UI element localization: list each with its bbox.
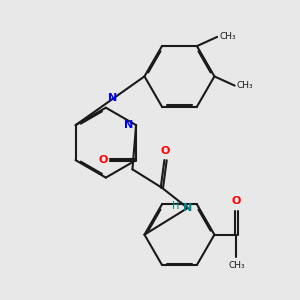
Text: H: H (172, 201, 179, 211)
Text: O: O (98, 155, 107, 165)
Text: CH₃: CH₃ (228, 261, 245, 270)
Text: CH₃: CH₃ (219, 32, 236, 41)
Text: CH₃: CH₃ (236, 81, 253, 90)
Text: O: O (232, 196, 241, 206)
Text: O: O (161, 146, 170, 156)
Text: N: N (183, 203, 192, 213)
Text: N: N (124, 120, 133, 130)
Text: N: N (108, 93, 117, 103)
